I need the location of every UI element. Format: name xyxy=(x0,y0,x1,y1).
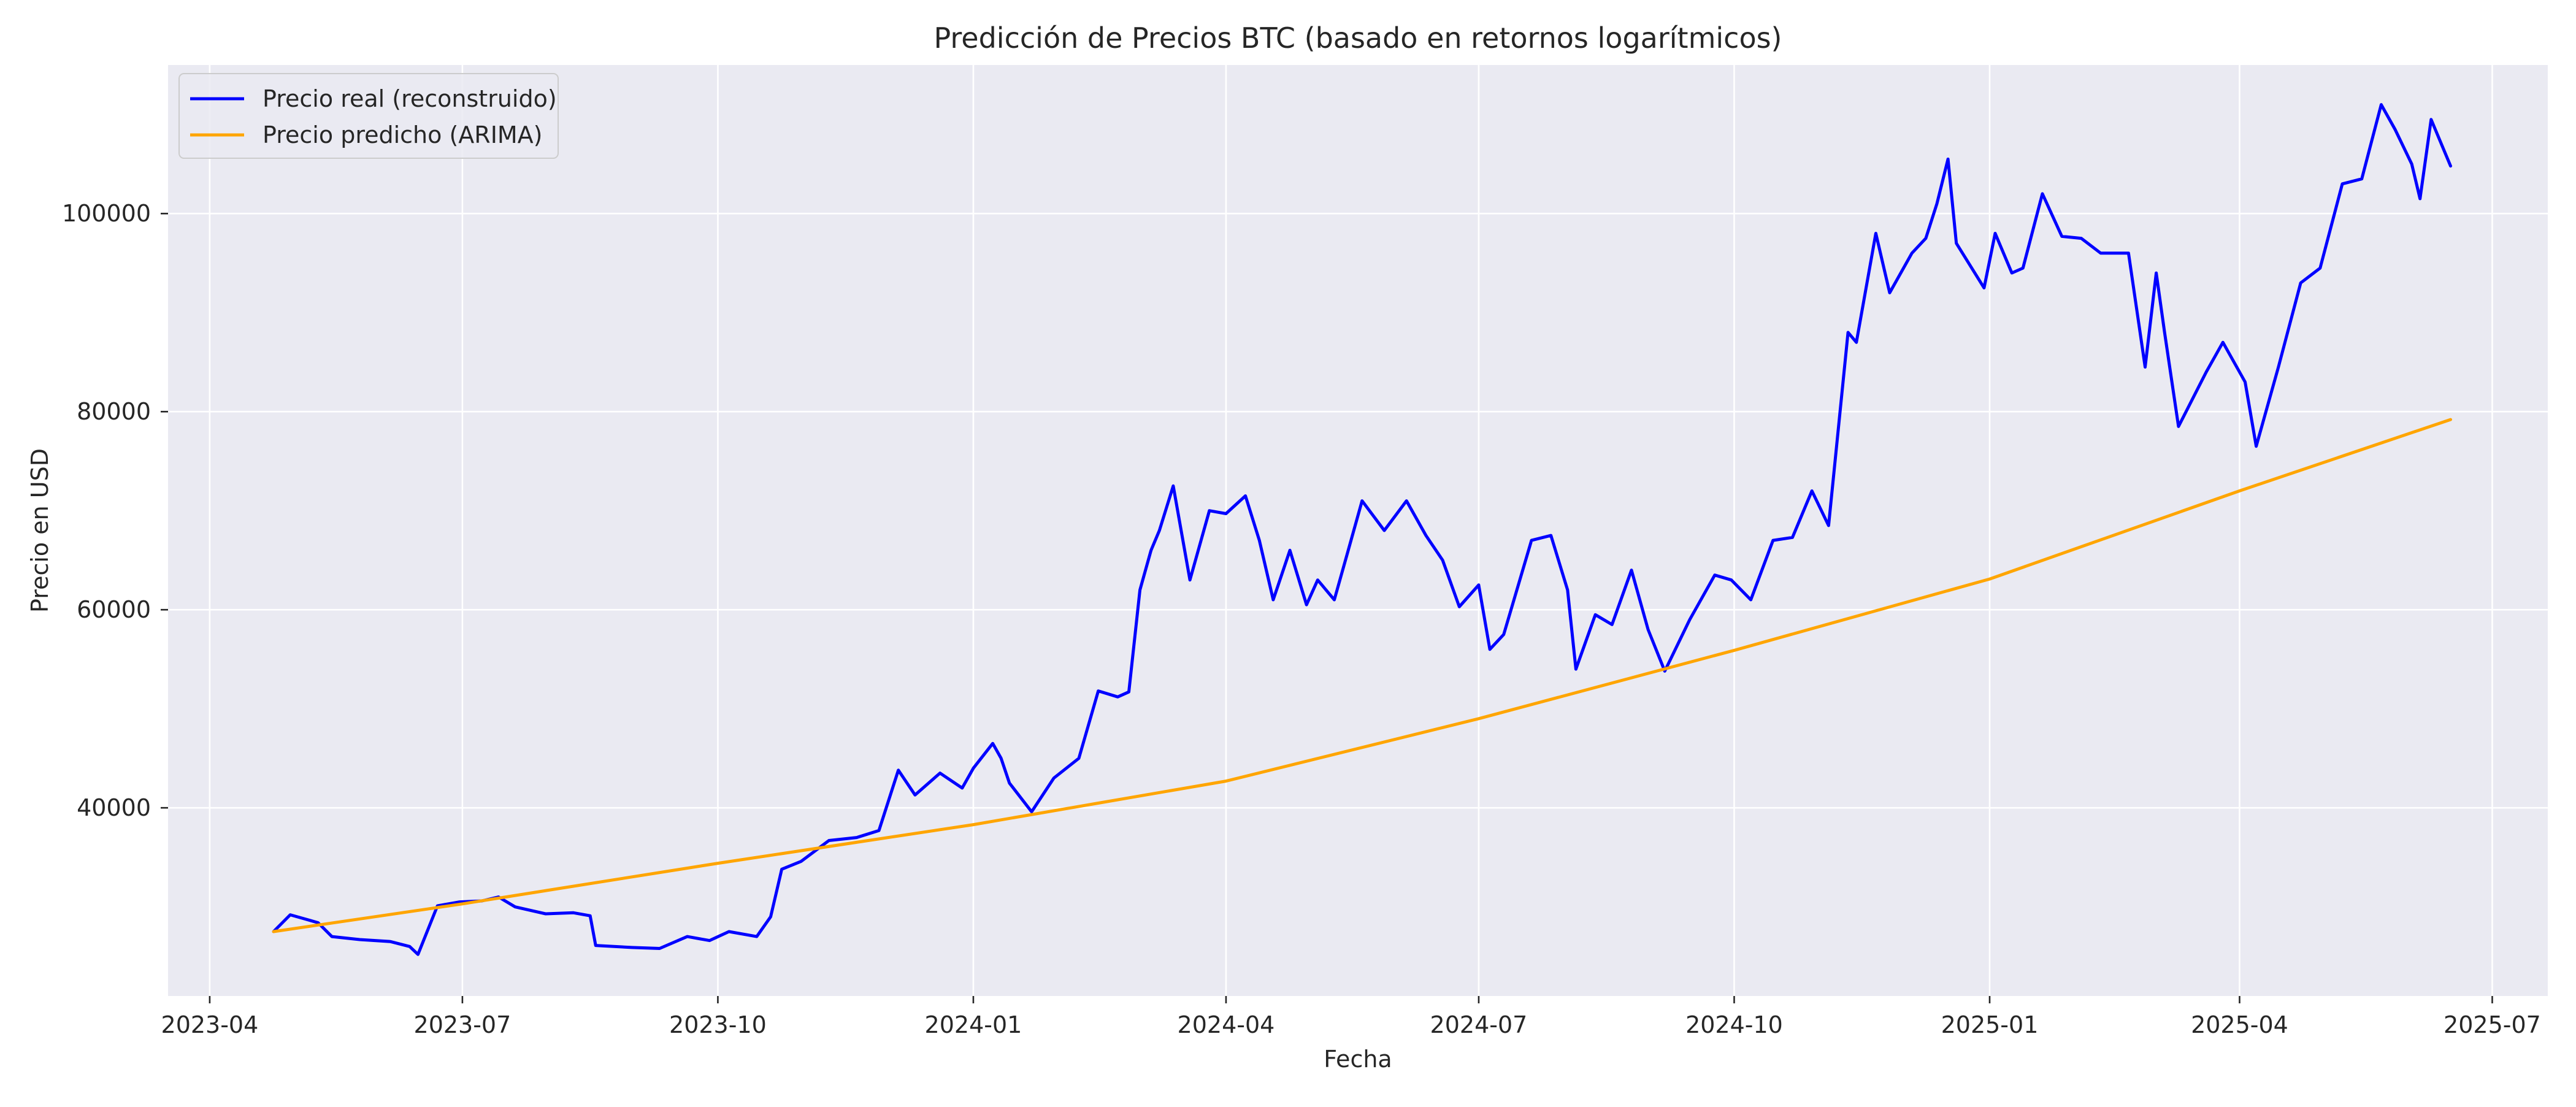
series-line-predicted-price xyxy=(272,418,2452,933)
y-tick-label: 40000 xyxy=(77,794,151,821)
legend-box xyxy=(178,73,559,159)
x-tick-label: 2023-04 xyxy=(161,1011,259,1038)
y-tick-label: 100000 xyxy=(62,200,151,227)
y-axis-label: Precio en USD xyxy=(26,448,53,613)
legend-label-real: Precio real (reconstruido) xyxy=(263,85,557,112)
y-tick-label: 60000 xyxy=(77,596,151,623)
x-tick-label: 2024-01 xyxy=(925,1011,1022,1038)
x-tick-label: 2025-07 xyxy=(2444,1011,2541,1038)
legend: Precio real (reconstruido) Precio predic… xyxy=(178,73,559,159)
y-axis-ticks: 40000 60000 80000 100000 xyxy=(62,200,168,821)
series-line-real-price xyxy=(272,103,2452,956)
x-tick-label: 2023-07 xyxy=(414,1011,512,1038)
x-tick-label: 2025-01 xyxy=(1941,1011,2039,1038)
chart-title: Predicción de Precios BTC (basado en ret… xyxy=(933,21,1782,55)
legend-label-predicted: Precio predicho (ARIMA) xyxy=(263,121,543,148)
x-axis-ticks: 2023-04 2023-07 2023-10 2024-01 2024-04 2024-… xyxy=(161,996,2541,1038)
plot-area xyxy=(168,65,2548,996)
x-tick-label: 2025-04 xyxy=(2191,1011,2288,1038)
x-tick-label: 2024-10 xyxy=(1685,1011,1783,1038)
y-tick-label: 80000 xyxy=(77,398,151,425)
x-axis-label: Fecha xyxy=(1324,1046,1392,1073)
series-lines xyxy=(272,103,2452,956)
x-tick-label: 2024-04 xyxy=(1178,1011,1275,1038)
x-tick-label: 2024-07 xyxy=(1430,1011,1528,1038)
grid-lines xyxy=(168,65,2548,996)
x-tick-label: 2023-10 xyxy=(669,1011,767,1038)
